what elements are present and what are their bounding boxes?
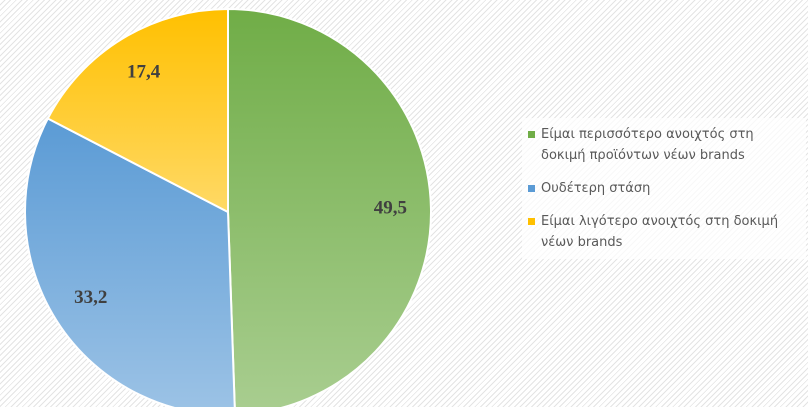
slice-shading	[25, 118, 235, 407]
legend-label: Ουδέτερη στάση	[541, 181, 651, 196]
slice-shading	[47, 8, 228, 212]
data-label: 49,5	[374, 198, 407, 219]
data-label: 33,2	[74, 287, 107, 308]
legend-swatch	[528, 185, 535, 192]
legend: Είμαι περισσότερο ανοιχτός στη δοκιμή πρ…	[522, 118, 806, 259]
legend-entry: Είμαι περισσότερο ανοιχτός στη δοκιμή πρ…	[528, 124, 800, 166]
legend-label: Είμαι περισσότερο ανοιχτός στη δοκιμή πρ…	[541, 127, 754, 163]
legend-swatch	[528, 131, 535, 138]
legend-entry: Είμαι λιγότερο ανοιχτός στη δοκιμή νέων …	[528, 211, 800, 253]
legend-entry: Ουδέτερη στάση	[528, 178, 800, 199]
legend-label: Είμαι λιγότερο ανοιχτός στη δοκιμή νέων …	[541, 214, 779, 250]
data-label: 17,4	[127, 62, 161, 83]
legend-swatch	[528, 218, 535, 225]
slice-shading	[228, 9, 431, 407]
